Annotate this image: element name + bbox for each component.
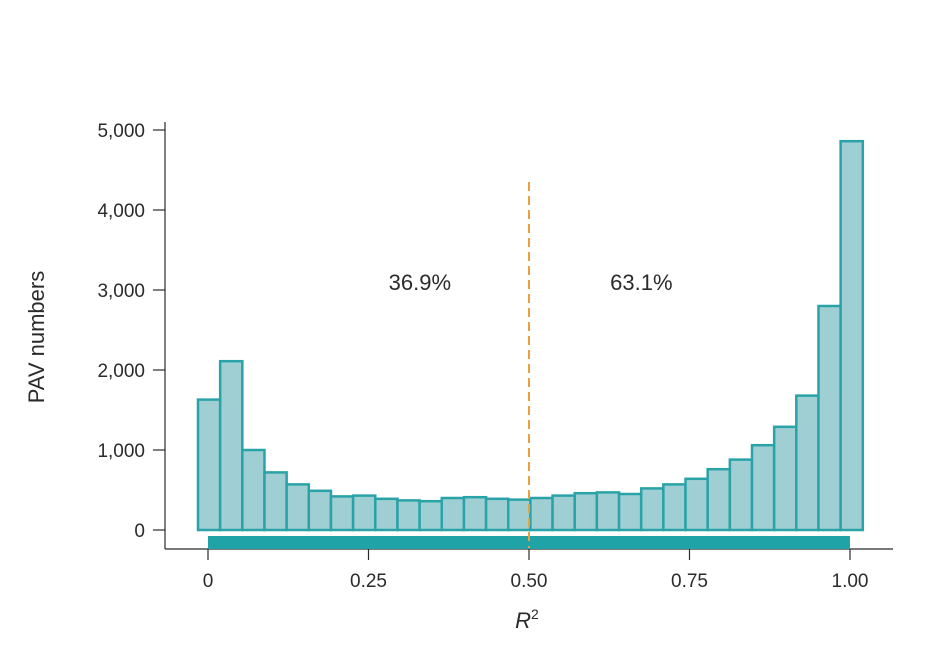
range-bar bbox=[208, 536, 850, 549]
histogram-bar bbox=[772, 425, 798, 532]
x-axis-title-main: R bbox=[515, 608, 531, 633]
histogram-bar bbox=[196, 398, 222, 532]
histogram-bar bbox=[241, 448, 266, 532]
histogram-bar bbox=[662, 483, 687, 532]
histogram-bar bbox=[263, 471, 288, 532]
histogram-bar bbox=[728, 458, 754, 532]
histogram-bar bbox=[595, 491, 621, 532]
histogram-bar bbox=[484, 497, 510, 532]
histogram-bar bbox=[573, 491, 599, 532]
histogram-bar bbox=[329, 495, 355, 532]
percent-annotation: 63.1% bbox=[610, 270, 672, 295]
x-tick-label: 0 bbox=[203, 571, 214, 592]
histogram-bar bbox=[462, 495, 488, 532]
histogram-bar bbox=[285, 483, 311, 532]
histogram-bar bbox=[418, 499, 444, 532]
histogram-bar bbox=[839, 139, 865, 532]
y-tick-label: 1,000 bbox=[97, 441, 145, 462]
y-tick-label: 4,000 bbox=[97, 201, 145, 222]
x-axis-title: R2 bbox=[515, 606, 539, 633]
annotations: 36.9% 63.1% bbox=[389, 270, 673, 295]
histogram-bar bbox=[617, 492, 643, 532]
x-tick-label: 0.50 bbox=[511, 571, 548, 592]
histogram-bar bbox=[706, 467, 732, 532]
y-axis-title: PAV numbers bbox=[24, 271, 49, 403]
histogram-bar bbox=[307, 489, 333, 532]
histogram-bar bbox=[551, 494, 576, 532]
histogram-bar bbox=[440, 496, 466, 532]
histogram-bar bbox=[750, 443, 776, 532]
histogram-bar bbox=[817, 304, 842, 532]
y-tick-label: 0 bbox=[134, 521, 145, 542]
y-tick-label: 2,000 bbox=[97, 361, 145, 382]
histogram-bar bbox=[506, 498, 532, 532]
x-tick-label: 0.25 bbox=[350, 571, 387, 592]
histogram-bar bbox=[684, 477, 709, 532]
y-tick-label: 3,000 bbox=[97, 281, 145, 302]
x-tick-label: 1.00 bbox=[832, 571, 869, 592]
histogram-bar bbox=[795, 394, 820, 532]
x-ticks: 0 0.25 0.50 0.75 1.00 bbox=[203, 549, 869, 592]
histogram-bar bbox=[396, 499, 421, 532]
x-tick-label: 0.75 bbox=[671, 571, 708, 592]
histogram-bar bbox=[529, 496, 554, 532]
histogram-bar bbox=[374, 497, 399, 532]
y-tick-label: 5,000 bbox=[97, 121, 145, 142]
bars bbox=[196, 139, 865, 532]
y-ticks: 0 1,000 2,000 3,000 4,000 5,000 bbox=[97, 121, 165, 542]
x-axis-title-superscript: 2 bbox=[531, 606, 539, 622]
histogram-bar bbox=[218, 359, 244, 532]
percent-annotation: 36.9% bbox=[389, 270, 451, 295]
histogram-bar bbox=[639, 487, 665, 532]
histogram-bar bbox=[351, 494, 377, 532]
